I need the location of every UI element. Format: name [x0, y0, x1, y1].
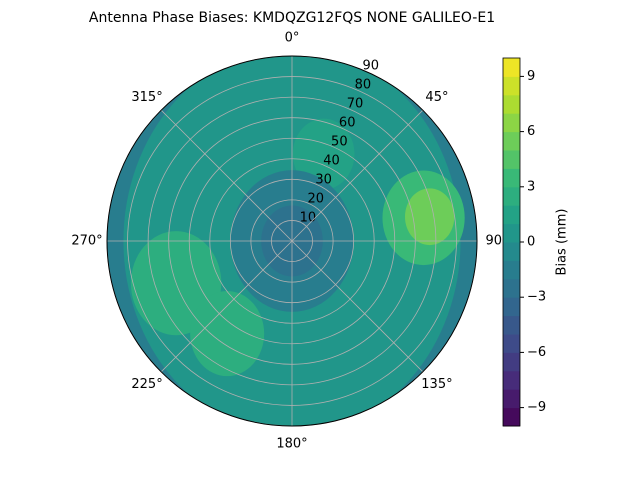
colorbar-tick-label: 0	[527, 235, 535, 250]
r-tick-label: 90	[363, 59, 380, 74]
colorbar-band	[503, 94, 520, 114]
theta-tick-label: 270°	[71, 234, 102, 249]
r-tick-label: 70	[347, 97, 364, 112]
grid-spoke	[160, 240, 293, 373]
r-tick-label: 80	[355, 78, 372, 93]
grid-spoke	[291, 109, 424, 242]
colorbar-band	[503, 334, 520, 353]
r-tick-label: 60	[339, 116, 356, 131]
theta-tick-label: 135°	[421, 377, 452, 392]
colorbar-band	[503, 58, 520, 77]
contour-region	[404, 188, 455, 246]
colorbar-band	[503, 113, 520, 133]
colorbar-band	[503, 150, 520, 169]
colorbar-tick-label: −6	[527, 345, 546, 360]
colorbar-tick-label: −9	[527, 400, 546, 415]
colorbar-tick-label: 9	[527, 69, 535, 84]
theta-tick-label: 45°	[425, 90, 448, 105]
colorbar-band	[503, 297, 520, 317]
colorbar-band	[503, 407, 520, 427]
colorbar-band	[503, 76, 520, 96]
colorbar-label: Bias (mm)	[555, 209, 570, 276]
colorbar-band	[503, 315, 520, 335]
colorbar-band	[503, 352, 520, 372]
colorbar-band	[503, 242, 520, 261]
r-tick-label: 10	[300, 211, 317, 226]
r-tick-label: 50	[331, 135, 348, 150]
grid-spoke	[160, 109, 293, 242]
polar-frame	[106, 55, 478, 427]
grid-spoke	[291, 240, 424, 373]
colorbar-band	[503, 389, 520, 409]
contour-region	[190, 291, 265, 377]
theta-tick-label: 180°	[276, 437, 307, 452]
colorbar-band	[503, 186, 520, 206]
theta-tick-label: 315°	[131, 90, 162, 105]
colorbar-band	[503, 223, 520, 243]
chart-title: Antenna Phase Biases: KMDQZG12FQS NONE G…	[89, 10, 495, 26]
contour-region	[292, 118, 355, 190]
colorbar-band	[503, 205, 520, 225]
colorbar-band	[503, 260, 520, 280]
colorbar-tick-label: 6	[527, 124, 535, 139]
colorbar-tick-label: −3	[527, 290, 546, 305]
colorbar-band	[503, 278, 520, 298]
r-tick-label: 40	[323, 154, 340, 169]
colorbar-band	[503, 131, 520, 151]
theta-tick-label: 0°	[285, 31, 300, 46]
colorbar-band	[503, 370, 520, 390]
r-tick-label: 20	[307, 192, 324, 207]
r-tick-label: 30	[315, 173, 332, 188]
theta-tick-label: 225°	[131, 377, 162, 392]
colorbar-tick-label: 3	[527, 179, 535, 194]
colorbar-band	[503, 168, 520, 188]
